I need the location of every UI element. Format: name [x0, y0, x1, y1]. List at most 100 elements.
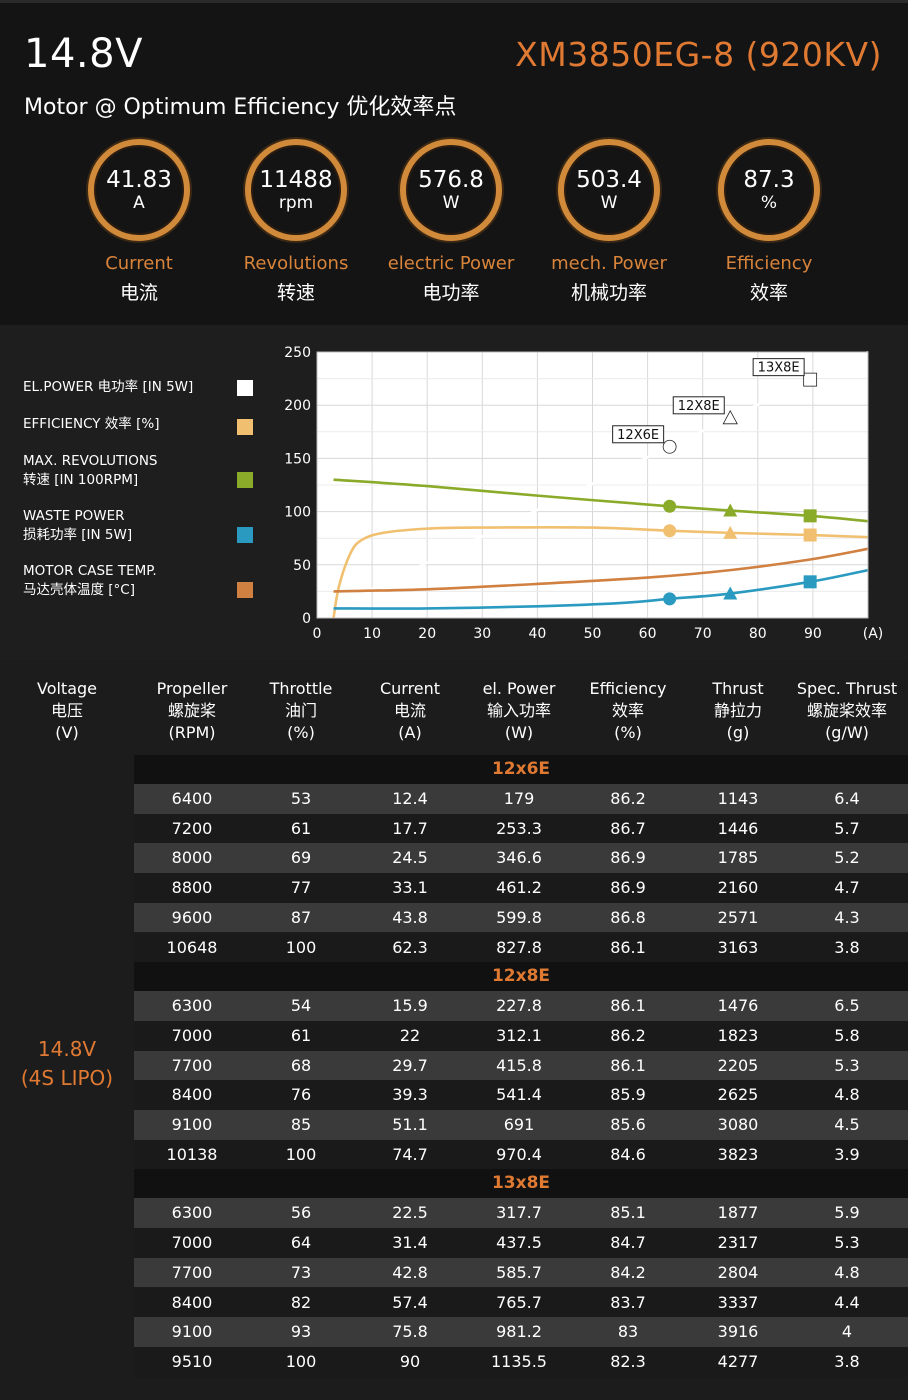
table-cell: 75.8: [392, 1322, 428, 1342]
col-header-cn: 输入功率: [486, 701, 551, 720]
metric-ring: 11488 rpm: [245, 139, 347, 241]
table-cell: 4.5: [834, 1115, 860, 1134]
table-cell: 87: [290, 907, 312, 927]
table-cell: 17.7: [392, 818, 428, 838]
table-cell: 7200: [171, 818, 213, 838]
x-tick-label: 80: [749, 626, 767, 642]
col-header-en: Current: [379, 679, 441, 698]
table-cell: 39.3: [392, 1085, 428, 1105]
table-row: 7000 64 31.4 437.5 84.7 2317 5.3: [134, 1228, 908, 1258]
col-header-cn: 效率: [611, 701, 644, 720]
col-header-cn: 螺旋桨: [167, 701, 216, 720]
table-cell: 74.7: [392, 1144, 428, 1164]
table-cell: 461.2: [496, 878, 542, 898]
performance-chart: 0 10 20 30 40 50 60 70 80 90 (A) 0 50 100 150 200 250 12X…: [284, 345, 884, 642]
metric-label-cn: 转速: [276, 282, 315, 304]
series-line: [333, 568, 869, 610]
table-cell: 85.9: [610, 1085, 646, 1105]
table-cell: 5.7: [834, 818, 860, 838]
col-header-en: Throttle: [269, 679, 333, 698]
table-cell: 86.2: [610, 789, 646, 808]
table-row: 7000 61 22 312.1 86.2 1823 5.8: [134, 1020, 908, 1051]
table-cell: 84.7: [610, 1233, 646, 1253]
table-row: 8800 77 33.1 461.2 86.9 2160 4.7: [134, 873, 908, 903]
table-cell: 415.8: [496, 1055, 542, 1075]
table-cell: 5.3: [834, 1233, 860, 1253]
table-row: 9600 87 43.8 599.8 86.8 2571 4.3: [134, 902, 908, 933]
table-row: 7200 61 17.7 253.3 86.7 1446 5.7: [134, 813, 908, 844]
metric-ring: 87.3 %: [718, 139, 820, 241]
y-tick-label: 200: [284, 398, 311, 414]
marker-circle: [662, 439, 677, 454]
table-cell: 599.8: [496, 907, 542, 927]
table-cell: 57.4: [392, 1292, 428, 1312]
table-cell: 691: [503, 1115, 535, 1134]
col-header-voltage: Voltage 电压 (V): [12, 678, 122, 744]
table-cell: 541.4: [496, 1085, 542, 1105]
table-cell: 54: [290, 996, 312, 1016]
table-cell: 53: [290, 789, 312, 808]
table-cell: 76: [290, 1085, 312, 1105]
metric-label-cn: 机械功率: [570, 282, 647, 304]
col-header-en: Voltage: [36, 679, 97, 698]
table-cell: 6300: [171, 1203, 213, 1223]
metric-electric-power: 576.8 W electric Power 电功率: [371, 139, 531, 305]
col-header-el-power: el. Power 输入功率 (W): [464, 678, 574, 744]
group-title: 13x8E: [134, 1169, 908, 1199]
legend-label: MOTOR CASE TEMP.: [23, 563, 157, 579]
marker-triangle: [723, 525, 738, 539]
table-cell: 83: [617, 1322, 639, 1342]
col-header-unit: (RPM): [168, 723, 216, 742]
metric-label-cn: 效率: [749, 282, 788, 304]
legend-label: EFFICIENCY 效率 [%]: [23, 416, 160, 432]
table-cell: 2317: [717, 1233, 759, 1253]
group-title: 12x8E: [134, 962, 908, 992]
table-cell: 1877: [717, 1203, 759, 1223]
table-cell: 22: [399, 1025, 421, 1045]
table-row: 7700 68 29.7 415.8 86.1 2205 5.3: [134, 1050, 908, 1081]
table-cell: 24.5: [392, 848, 428, 868]
col-header-spec-thrust: Spec. Thrust 螺旋桨效率 (g/W): [792, 678, 902, 744]
x-tick-label: 70: [694, 626, 712, 642]
x-unit-label: (A): [863, 626, 884, 642]
metric-ring: 41.83 A: [88, 139, 190, 241]
col-header-cn: 油门: [284, 701, 317, 720]
legend-swatch-max-revolutions: [237, 472, 253, 488]
col-header-efficiency: Efficiency 效率 (%): [573, 678, 683, 744]
y-tick-label: 250: [284, 345, 311, 361]
table-cell: 84.6: [610, 1144, 646, 1164]
table-row: 9510 100 90 1135.5 82.3 4277 3.8: [134, 1346, 908, 1377]
col-header-en: Propeller: [156, 679, 228, 698]
table-cell: 5.9: [834, 1203, 860, 1223]
table-cell: 5.2: [834, 848, 860, 868]
table-cell: 3.9: [834, 1144, 860, 1164]
table-cell: 100: [285, 1144, 317, 1164]
table-cell: 31.4: [392, 1233, 428, 1253]
metric-value: 503.4: [576, 167, 642, 193]
y-tick-label: 100: [284, 505, 311, 521]
metric-mech-power: 503.4 W mech. Power 机械功率: [529, 139, 689, 305]
table-cell: 312.1: [496, 1025, 542, 1045]
metric-unit: W: [600, 193, 618, 213]
col-header-propeller: Propeller 螺旋桨 (RPM): [137, 678, 247, 744]
table-row: 9100 93 75.8 981.2 83 3916 4: [134, 1317, 908, 1347]
legend-label: EL.POWER 电功率 [IN 5W]: [23, 379, 194, 395]
table-cell: 6300: [171, 996, 213, 1016]
x-tick-label: 90: [804, 626, 822, 642]
marker-triangle: [723, 503, 738, 517]
table-cell: 3337: [717, 1292, 759, 1312]
col-header-en: Efficiency: [589, 679, 667, 698]
table-cell: 12.4: [392, 789, 428, 808]
marker-square: [803, 372, 818, 387]
table-cell: 86.1: [610, 996, 646, 1016]
table-cell: 253.3: [496, 818, 542, 838]
marker-circle: [663, 524, 677, 538]
col-header-unit: (A): [398, 723, 422, 742]
table-cell: 4: [841, 1322, 853, 1342]
col-header-en: el. Power: [482, 679, 556, 698]
table-cell: 6.5: [834, 996, 860, 1016]
table-cell: 4.7: [834, 878, 860, 898]
table-cell: 8800: [171, 878, 213, 898]
metric-efficiency: 87.3 % Efficiency 效率: [689, 139, 849, 305]
table-cell: 100: [285, 937, 317, 957]
